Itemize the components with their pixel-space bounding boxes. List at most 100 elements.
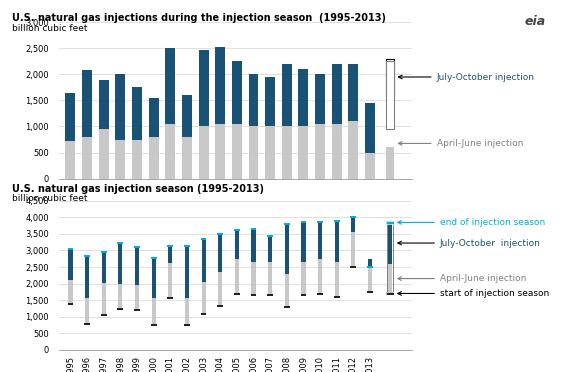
- Bar: [386, 292, 394, 295]
- Bar: [267, 294, 273, 296]
- Bar: [101, 251, 106, 253]
- Bar: [182, 95, 192, 137]
- Bar: [68, 303, 74, 305]
- Bar: [348, 121, 358, 179]
- Bar: [232, 61, 242, 124]
- Bar: [300, 294, 306, 296]
- Bar: [284, 306, 290, 308]
- Bar: [351, 217, 355, 232]
- Bar: [367, 266, 373, 268]
- Bar: [151, 257, 156, 259]
- Bar: [348, 64, 358, 121]
- Text: U.S. natural gas injection season (1995-2013): U.S. natural gas injection season (1995-…: [12, 184, 264, 194]
- Bar: [184, 324, 190, 326]
- Bar: [165, 48, 175, 124]
- Bar: [250, 228, 256, 230]
- Bar: [134, 309, 140, 311]
- Bar: [102, 283, 106, 315]
- Bar: [334, 296, 340, 298]
- Bar: [365, 153, 375, 179]
- Bar: [101, 314, 106, 315]
- Bar: [332, 64, 342, 124]
- Bar: [202, 239, 206, 282]
- Bar: [252, 262, 256, 295]
- Bar: [202, 282, 206, 314]
- Bar: [367, 292, 373, 294]
- Bar: [386, 221, 394, 224]
- Bar: [332, 124, 342, 179]
- Bar: [335, 262, 339, 297]
- Bar: [232, 124, 242, 179]
- Text: July-October injection: July-October injection: [399, 73, 534, 81]
- Bar: [351, 232, 355, 267]
- Bar: [168, 263, 172, 298]
- Bar: [168, 245, 173, 247]
- Bar: [268, 236, 272, 262]
- Text: July-October  injection: July-October injection: [398, 238, 541, 247]
- Text: U.S. natural gas injections during the injection season  (1995-2013): U.S. natural gas injections during the i…: [12, 13, 386, 23]
- Bar: [185, 246, 189, 298]
- Bar: [388, 264, 392, 294]
- Bar: [350, 216, 356, 218]
- Bar: [387, 222, 393, 294]
- Bar: [350, 266, 356, 268]
- Bar: [168, 297, 173, 299]
- Bar: [218, 234, 222, 272]
- Bar: [82, 70, 92, 137]
- Bar: [218, 232, 223, 235]
- Bar: [201, 312, 206, 315]
- Bar: [365, 103, 375, 153]
- Bar: [368, 259, 372, 267]
- Bar: [199, 126, 209, 179]
- Text: eia: eia: [524, 15, 546, 28]
- Bar: [99, 129, 109, 179]
- Bar: [334, 220, 340, 222]
- Text: April-June injection: April-June injection: [399, 139, 523, 148]
- Bar: [265, 77, 275, 126]
- Bar: [215, 124, 225, 179]
- Bar: [215, 47, 225, 124]
- Bar: [318, 222, 322, 259]
- Bar: [184, 245, 190, 247]
- Bar: [299, 126, 309, 179]
- Bar: [317, 221, 323, 223]
- Bar: [99, 80, 109, 129]
- Text: end of injection season: end of injection season: [398, 218, 545, 227]
- Bar: [250, 295, 256, 296]
- Bar: [68, 249, 72, 280]
- Bar: [165, 124, 175, 179]
- Bar: [168, 246, 172, 263]
- Bar: [84, 323, 90, 325]
- Bar: [68, 280, 72, 304]
- Text: April-June injection: April-June injection: [398, 274, 526, 283]
- Bar: [115, 140, 125, 179]
- Bar: [335, 221, 339, 262]
- Text: billion cubic feet: billion cubic feet: [12, 194, 87, 203]
- Bar: [388, 222, 392, 264]
- Bar: [249, 126, 259, 179]
- Bar: [65, 141, 75, 179]
- Bar: [234, 229, 240, 231]
- Bar: [102, 252, 106, 283]
- Bar: [268, 262, 272, 295]
- Bar: [151, 324, 156, 326]
- Bar: [201, 238, 206, 240]
- Bar: [185, 298, 189, 324]
- Bar: [132, 140, 142, 179]
- Bar: [115, 74, 125, 140]
- Bar: [386, 59, 394, 95]
- Bar: [85, 298, 89, 324]
- Bar: [134, 246, 140, 247]
- Bar: [65, 93, 75, 141]
- Bar: [68, 248, 74, 250]
- Bar: [152, 298, 156, 324]
- Bar: [152, 258, 156, 298]
- Bar: [299, 69, 309, 126]
- Bar: [284, 223, 290, 225]
- Bar: [252, 229, 256, 262]
- Bar: [135, 285, 139, 310]
- Bar: [118, 308, 123, 310]
- Bar: [285, 224, 289, 274]
- Bar: [285, 274, 289, 307]
- Bar: [84, 255, 90, 257]
